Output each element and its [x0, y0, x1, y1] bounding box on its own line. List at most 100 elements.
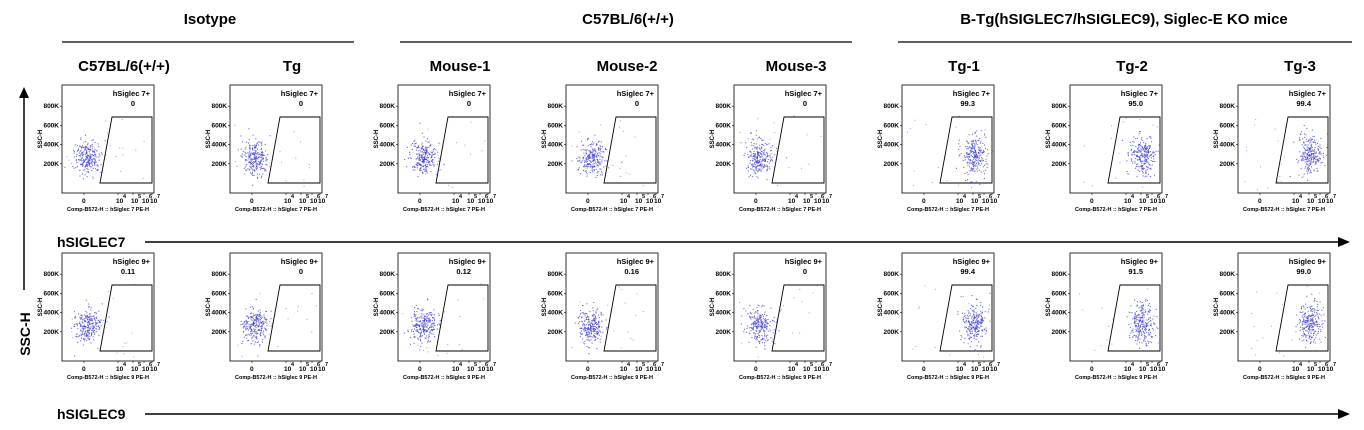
- event-dot: [964, 159, 966, 161]
- event-dot: [1145, 158, 1147, 160]
- event-dot: [241, 342, 243, 344]
- event-dot: [580, 162, 582, 164]
- event-dot: [591, 319, 593, 321]
- event-dot: [762, 158, 764, 160]
- event-dot: [418, 328, 420, 330]
- event-dot: [255, 163, 257, 165]
- event-dot: [1313, 321, 1315, 323]
- x-tick-label: 10: [310, 366, 318, 373]
- event-dot: [624, 302, 626, 304]
- group-label-c57bl6: C57BL/6(+/+): [582, 11, 674, 28]
- event-dot: [1145, 172, 1147, 174]
- event-dot: [764, 160, 766, 162]
- event-dot: [1139, 151, 1141, 153]
- event-dot: [1152, 329, 1154, 331]
- event-dot: [94, 162, 96, 164]
- event-dot: [249, 153, 251, 155]
- event-dot: [766, 170, 768, 172]
- event-dot: [581, 316, 583, 318]
- event-dot: [980, 346, 982, 348]
- event-dot: [420, 334, 422, 336]
- event-dot: [764, 318, 766, 320]
- event-dot: [642, 185, 644, 187]
- event-dot: [423, 162, 425, 164]
- gate-percentage: 99.3: [960, 99, 975, 108]
- event-dot: [1301, 335, 1303, 337]
- event-dot: [977, 320, 979, 322]
- event-dot: [971, 321, 973, 323]
- event-dot: [1141, 316, 1143, 318]
- event-dot: [754, 335, 756, 337]
- event-dot: [268, 333, 270, 335]
- event-dot: [255, 327, 257, 329]
- event-dot: [955, 167, 957, 169]
- event-dot: [254, 147, 256, 149]
- event-dot: [975, 165, 977, 167]
- event-dot: [1142, 160, 1144, 162]
- event-dot: [977, 321, 979, 323]
- event-dot: [755, 318, 757, 320]
- event-dot: [421, 132, 423, 134]
- event-dot: [1141, 138, 1143, 140]
- event-dot: [816, 285, 818, 287]
- event-dot: [1302, 153, 1304, 155]
- event-dot: [1148, 332, 1150, 334]
- event-dot: [586, 149, 588, 151]
- event-dot: [427, 298, 429, 300]
- event-dot: [87, 326, 89, 328]
- event-dot: [1305, 335, 1307, 337]
- event-dot: [585, 329, 587, 331]
- event-dot: [1130, 332, 1132, 334]
- event-dot: [748, 341, 750, 343]
- x-tick-exponent: 5: [306, 362, 309, 368]
- event-dot: [89, 157, 91, 159]
- event-dot: [1147, 311, 1149, 313]
- gate-percentage: 91.5: [1128, 267, 1143, 276]
- x-tick-label: 0: [754, 366, 758, 373]
- event-dot: [430, 333, 432, 335]
- event-dot: [417, 324, 419, 326]
- event-dot: [1138, 326, 1140, 328]
- event-dot: [1135, 313, 1137, 315]
- event-dot: [87, 171, 89, 173]
- event-dot: [771, 159, 773, 161]
- event-dot: [597, 164, 599, 166]
- event-dot: [969, 337, 971, 339]
- event-dot: [82, 322, 84, 324]
- event-dot: [579, 159, 581, 161]
- event-dot: [1141, 342, 1143, 344]
- event-dot: [1141, 146, 1143, 148]
- event-dot: [1306, 164, 1308, 166]
- event-dot: [255, 151, 257, 153]
- event-dot: [1303, 327, 1305, 329]
- event-dot: [970, 169, 972, 171]
- event-dot: [254, 156, 256, 158]
- event-dot: [972, 320, 974, 322]
- x-tick-exponent: 7: [661, 362, 664, 368]
- event-dot: [755, 169, 757, 171]
- event-dot: [1141, 333, 1143, 335]
- event-dot: [90, 309, 92, 311]
- event-dot: [587, 157, 589, 159]
- event-dot: [981, 163, 983, 165]
- event-dot: [1143, 320, 1145, 322]
- x-tick-exponent: 4: [1131, 194, 1135, 200]
- event-dot: [601, 172, 603, 174]
- event-dot: [587, 326, 589, 328]
- event-dot: [1309, 306, 1311, 308]
- event-dot: [82, 165, 84, 167]
- event-dot: [258, 161, 260, 163]
- event-dot: [753, 139, 755, 141]
- event-dot: [1149, 163, 1151, 165]
- event-dot: [765, 326, 767, 328]
- event-dot: [752, 329, 754, 331]
- event-dot: [983, 151, 985, 153]
- event-dot: [1282, 303, 1284, 305]
- event-dot: [752, 308, 754, 310]
- event-dot: [984, 135, 986, 137]
- event-dot: [974, 322, 976, 324]
- event-dot: [973, 155, 975, 157]
- event-dot: [1145, 148, 1147, 150]
- event-dot: [978, 321, 980, 323]
- event-dot: [86, 146, 88, 148]
